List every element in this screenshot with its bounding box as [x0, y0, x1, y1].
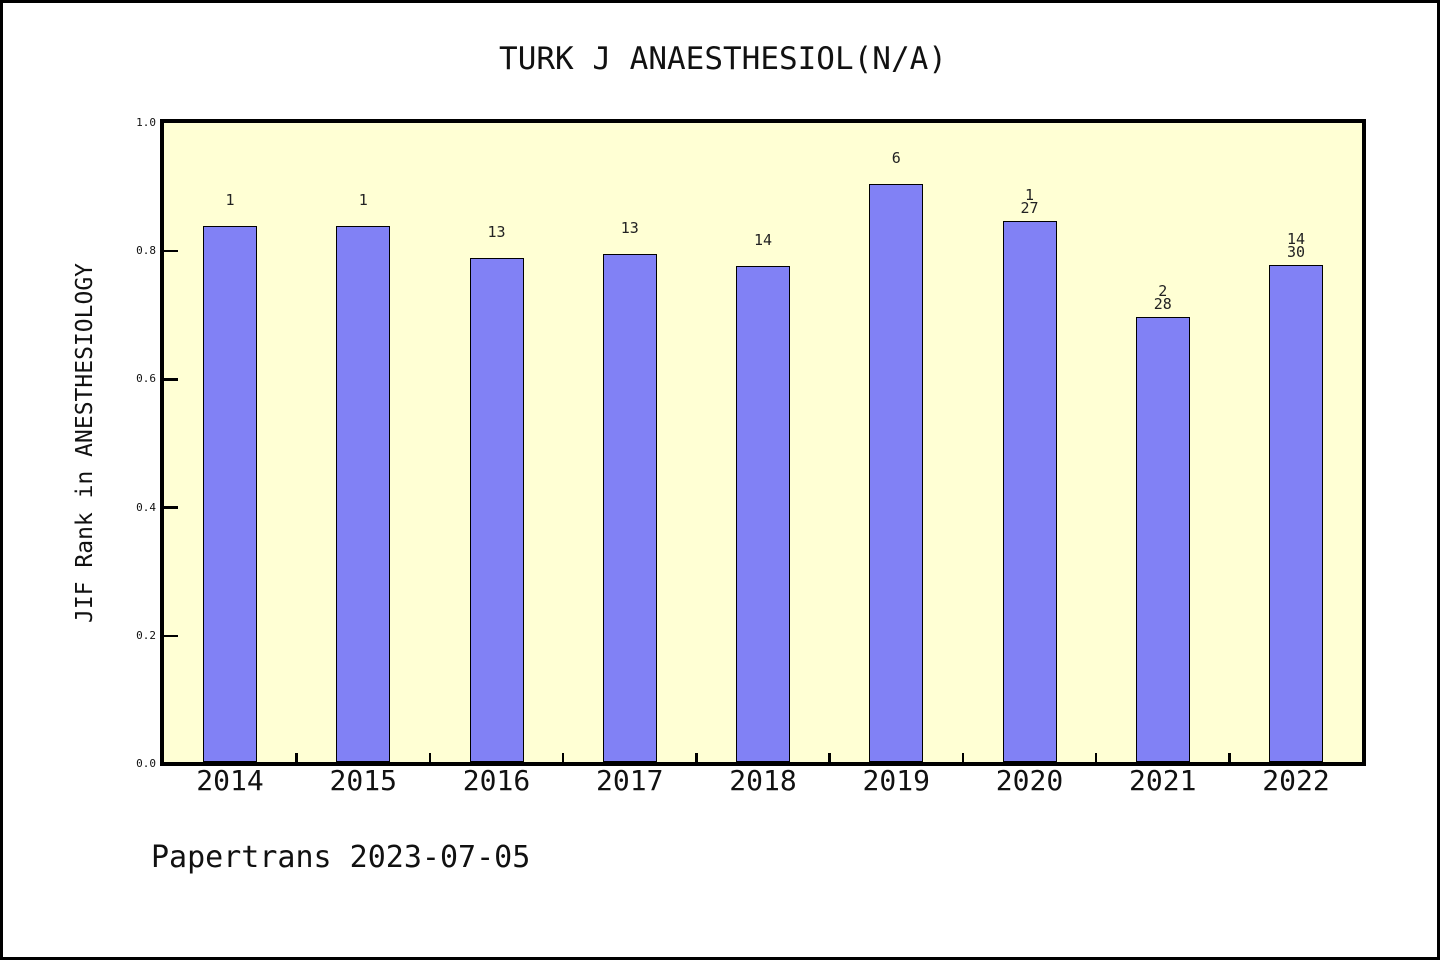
bar-2014 — [203, 225, 257, 762]
x-axis-tick — [1228, 753, 1231, 762]
bar-value-label-2022: 14 30 — [1286, 230, 1306, 262]
bar-2021 — [1135, 316, 1190, 762]
bar-value-label-2016: 13 — [487, 222, 506, 241]
y-axis-tick — [164, 634, 178, 638]
x-axis-tick — [828, 753, 831, 762]
y-axis-tick — [164, 506, 178, 509]
x-tick-label-2018: 2018 — [729, 764, 797, 797]
x-axis-tick — [428, 753, 432, 762]
bar-2020 — [1002, 221, 1057, 762]
x-axis-tick — [1094, 753, 1098, 762]
y-tick-label-1.0: 1.0 — [136, 116, 156, 129]
x-axis-tick — [561, 753, 565, 762]
bar-value-label-2018: 14 — [753, 230, 773, 249]
x-tick-label-2017: 2017 — [596, 764, 664, 797]
bar-2016 — [469, 257, 524, 762]
y-tick-label-0.0: 0.0 — [136, 757, 156, 770]
x-axis-tick — [961, 753, 965, 762]
x-axis-tick — [695, 753, 698, 762]
y-axis-tick — [164, 378, 178, 381]
bar-value-label-2017: 13 — [620, 218, 639, 237]
bar-value-label-2019: 6 — [891, 148, 901, 167]
x-tick-label-2016: 2016 — [462, 764, 531, 797]
x-tick-label-2014: 2014 — [196, 764, 264, 797]
y-tick-label-0.8: 0.8 — [136, 244, 156, 258]
y-axis-label-text: JIF Rank in ANESTHESIOLOGY — [72, 262, 98, 624]
y-tick-label-0.4: 0.4 — [136, 500, 156, 514]
x-tick-label-2015: 2015 — [329, 764, 397, 797]
plot-area: 1 1 13 13 14 6 1 27 2 28 14 30 — [160, 119, 1366, 766]
bar-value-label-2014: 1 — [225, 190, 235, 209]
y-tick-label-0.2: 0.2 — [136, 628, 156, 642]
x-tick-label-2021: 2021 — [1129, 764, 1197, 797]
bar-2015 — [336, 226, 391, 762]
x-tick-label-2019: 2019 — [862, 764, 930, 797]
x-tick-label-2022: 2022 — [1262, 764, 1330, 797]
bar-2018 — [736, 265, 790, 762]
x-tick-label-2020: 2020 — [995, 764, 1064, 797]
watermark: Papertrans 2023-07-05 — [151, 840, 531, 875]
bar-2019 — [869, 183, 924, 762]
chart-title: TURK J ANAESTHESIOL(N/A) — [499, 41, 947, 77]
y-axis-tick — [164, 249, 178, 253]
bar-value-label-2021: 2 28 — [1153, 281, 1172, 313]
bar-2022 — [1269, 265, 1323, 762]
bar-2017 — [602, 253, 657, 762]
bar-value-label-2015: 1 — [358, 191, 368, 210]
y-tick-label-0.6: 0.6 — [136, 372, 156, 386]
bar-value-label-2020: 1 27 — [1020, 186, 1039, 218]
x-axis-tick — [295, 753, 298, 762]
